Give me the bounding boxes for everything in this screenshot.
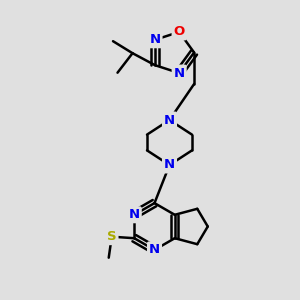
Text: N: N [149, 243, 160, 256]
Text: N: N [129, 208, 140, 221]
Text: N: N [149, 33, 161, 46]
Text: N: N [164, 113, 175, 127]
Text: N: N [164, 158, 175, 172]
Text: O: O [173, 26, 185, 38]
Text: N: N [174, 67, 185, 80]
Text: S: S [107, 230, 116, 243]
